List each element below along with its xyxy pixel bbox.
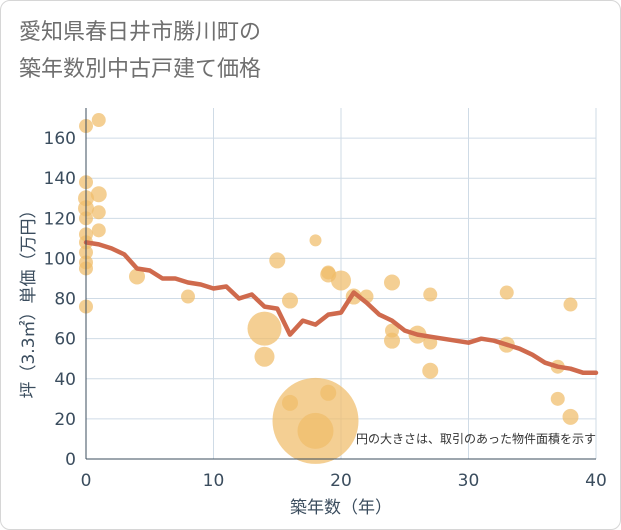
x-tick-label: 0 <box>81 471 92 491</box>
x-tick-label: 10 <box>203 471 225 491</box>
y-tick-label: 20 <box>54 410 76 430</box>
data-bubble <box>247 311 282 346</box>
data-bubble <box>129 268 145 285</box>
y-tick-label: 120 <box>44 209 76 229</box>
data-bubble <box>550 391 565 406</box>
data-bubble <box>384 274 400 291</box>
data-bubble <box>282 394 298 411</box>
x-tick-label: 30 <box>458 471 480 491</box>
data-bubble <box>181 289 195 304</box>
data-bubble <box>384 332 400 349</box>
data-bubble <box>385 323 399 338</box>
data-bubble <box>91 223 106 238</box>
chart-title: 愛知県春日井市勝川町の 築年数別中古戸建て価格 <box>19 14 261 88</box>
data-bubble <box>254 346 275 367</box>
average-price-trend-line <box>83 240 599 376</box>
data-bubble <box>297 412 334 449</box>
y-tick-label: 100 <box>44 249 76 269</box>
data-bubble <box>562 408 579 425</box>
chart-title-line-2: 築年数別中古戸建て価格 <box>19 57 262 82</box>
x-tick-label: 20 <box>330 471 352 491</box>
bubble-size-note: 円の大きさは、取引のあった物件面積を示す <box>356 431 596 446</box>
data-bubble <box>321 265 336 280</box>
y-tick-label: 0 <box>65 450 76 470</box>
data-bubble <box>320 384 337 401</box>
data-bubble <box>423 287 438 302</box>
x-tick-label: 40 <box>585 471 607 491</box>
data-bubble <box>422 362 439 379</box>
data-bubble <box>269 252 286 269</box>
x-axis-title: 築年数（年） <box>290 498 392 518</box>
axes: 0 10 20 30 40 0 20 40 60 80 100 120 140 160 <box>44 108 607 491</box>
bubble-layer <box>78 113 579 464</box>
y-axis-title: 坪（3.3㎡）単価（万円） <box>19 201 39 398</box>
grid <box>86 108 597 459</box>
data-bubble <box>91 113 106 128</box>
chart-title-line-1: 愛知県春日井市勝川町の <box>19 20 262 45</box>
y-tick-label: 160 <box>44 129 76 149</box>
data-bubble <box>91 205 106 220</box>
y-tick-label: 80 <box>54 290 76 310</box>
data-bubble <box>282 292 298 309</box>
y-tick-label: 60 <box>54 330 76 350</box>
data-bubble <box>309 234 322 247</box>
data-bubble <box>499 285 514 300</box>
data-bubble <box>563 297 578 312</box>
y-tick-label: 40 <box>54 370 76 390</box>
y-tick-label: 140 <box>44 169 76 189</box>
data-bubble <box>90 186 107 203</box>
